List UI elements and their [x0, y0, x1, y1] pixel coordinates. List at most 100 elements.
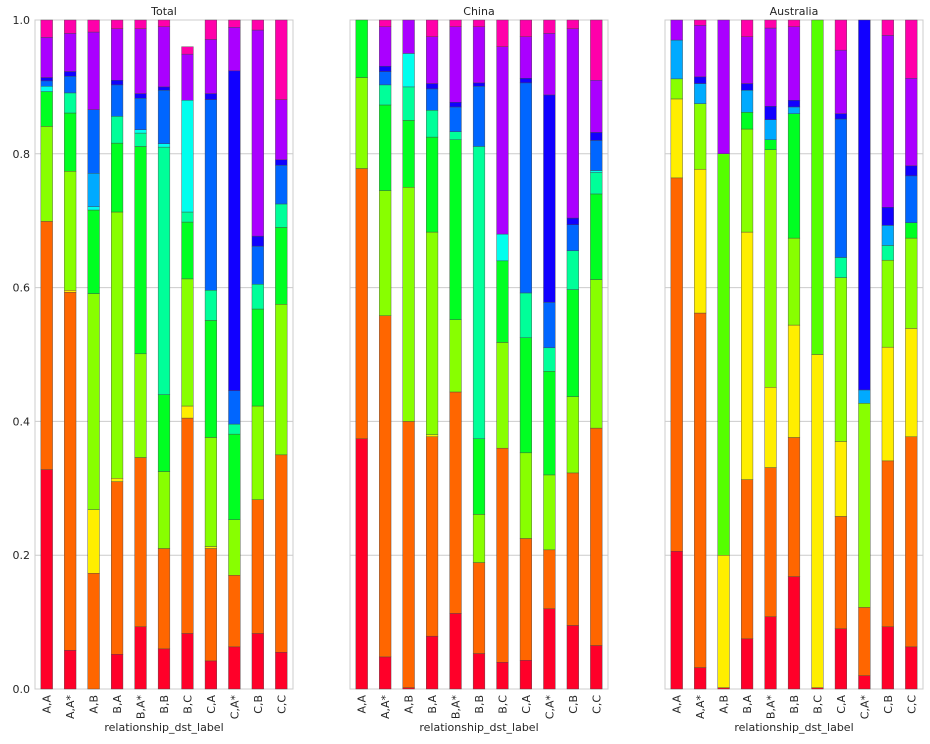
bar-segment: [717, 555, 730, 688]
bar-segment: [402, 86, 415, 121]
bar-stack-B,A: [426, 19, 439, 690]
bar-segment: [111, 116, 124, 144]
bar-segment: [40, 19, 53, 38]
bar-stack-A,A*: [64, 19, 77, 690]
bar-segment: [496, 19, 509, 47]
bar-segment: [251, 19, 264, 31]
bar-stack-C,A: [204, 19, 217, 690]
bar-segment: [275, 304, 288, 456]
bar-segment: [426, 83, 439, 90]
bar-segment: [543, 549, 556, 609]
bar-segment: [764, 149, 777, 388]
bar-segment: [811, 19, 824, 355]
bar-stack-B,C: [496, 19, 509, 690]
x-tick-label: B,A*: [765, 695, 778, 720]
x-tick-label: C,A: [205, 695, 218, 714]
bar-segment: [519, 452, 532, 539]
bar-segment: [64, 92, 77, 114]
bar-segment: [472, 438, 486, 515]
bar-segment: [204, 660, 217, 690]
bar-segment: [449, 19, 462, 27]
bar-segment: [670, 177, 683, 552]
bar-segment: [228, 575, 241, 648]
bar-segment: [111, 211, 124, 479]
bar-segment: [40, 469, 53, 690]
bar-segment: [228, 433, 241, 520]
x-axis-label: relationship_dst_label: [104, 721, 223, 734]
bar-stack-C,C: [590, 19, 603, 690]
bar-segment: [251, 499, 264, 634]
bar-segment: [40, 77, 53, 82]
bar-segment: [111, 80, 124, 86]
bar-segment: [694, 103, 707, 170]
bar-segment: [275, 19, 288, 100]
x-tick-label: A,A*: [379, 695, 392, 720]
bar-segment: [858, 403, 871, 608]
bar-segment: [834, 441, 847, 517]
x-tick-label: C,A*: [543, 695, 556, 720]
bar-segment: [181, 633, 194, 690]
x-axis-label: relationship_dst_label: [419, 721, 538, 734]
bar-segment: [472, 86, 486, 147]
y-tick-label: 0.2: [13, 549, 31, 562]
bar-segment: [87, 209, 100, 294]
bar-segment: [741, 83, 754, 91]
bar-segment: [402, 19, 415, 54]
bar-segment: [157, 86, 171, 91]
bar-segment: [519, 538, 532, 661]
bar-segment: [694, 83, 707, 104]
bar-segment: [787, 106, 801, 114]
bar-segment: [566, 250, 579, 290]
bar-segment: [111, 84, 124, 117]
bar-segment: [87, 19, 100, 33]
bar-segment: [741, 128, 754, 233]
bar-segment: [496, 46, 509, 235]
bar-segment: [134, 28, 147, 94]
bar-segment: [204, 290, 217, 321]
bar-segment: [496, 662, 509, 690]
bar-segment: [379, 315, 392, 658]
bar-segment: [379, 19, 392, 27]
bar-segment: [590, 19, 603, 81]
bar-stack-A,A*: [694, 19, 707, 690]
x-tick-label: B,B: [158, 695, 171, 714]
bar-stack-C,A*: [228, 19, 241, 690]
bar-segment: [134, 93, 147, 99]
bar-segment: [228, 646, 241, 690]
bar-segment: [741, 90, 754, 113]
bar-segment: [157, 90, 171, 144]
bar-segment: [134, 353, 147, 458]
bar-segment: [449, 106, 462, 132]
bar-segment: [379, 190, 392, 316]
bar-segment: [670, 78, 683, 100]
bar-segment: [64, 19, 77, 34]
bar-segment: [566, 472, 579, 626]
x-tick-label: B,A: [426, 695, 439, 714]
x-tick-label: A,B: [88, 695, 101, 714]
bar-segment: [717, 687, 730, 690]
bar-segment: [858, 675, 871, 690]
bar-segment: [472, 82, 486, 87]
bar-segment: [251, 405, 264, 500]
bar-stack-B,A*: [449, 19, 462, 690]
bar-segment: [228, 19, 241, 28]
bar-segment: [134, 146, 147, 355]
bar-segment: [204, 93, 217, 100]
x-tick-label: C,C: [275, 695, 288, 714]
bar-segment: [834, 257, 847, 278]
bar-segment: [764, 106, 777, 120]
bar-segment: [275, 227, 288, 305]
bar-stack-A,B: [717, 19, 730, 690]
bar-segment: [228, 27, 241, 72]
bar-segment: [590, 645, 603, 690]
bar-segment: [157, 143, 171, 148]
bar-stack-C,C: [905, 19, 918, 690]
bar-segment: [275, 164, 288, 205]
bar-segment: [379, 84, 392, 106]
bar-segment: [228, 519, 241, 576]
bar-segment: [134, 457, 147, 627]
bar-segment: [157, 471, 171, 549]
bar-segment: [519, 660, 532, 690]
bar-segment: [64, 71, 77, 77]
x-tick-label: A,A*: [64, 695, 77, 720]
